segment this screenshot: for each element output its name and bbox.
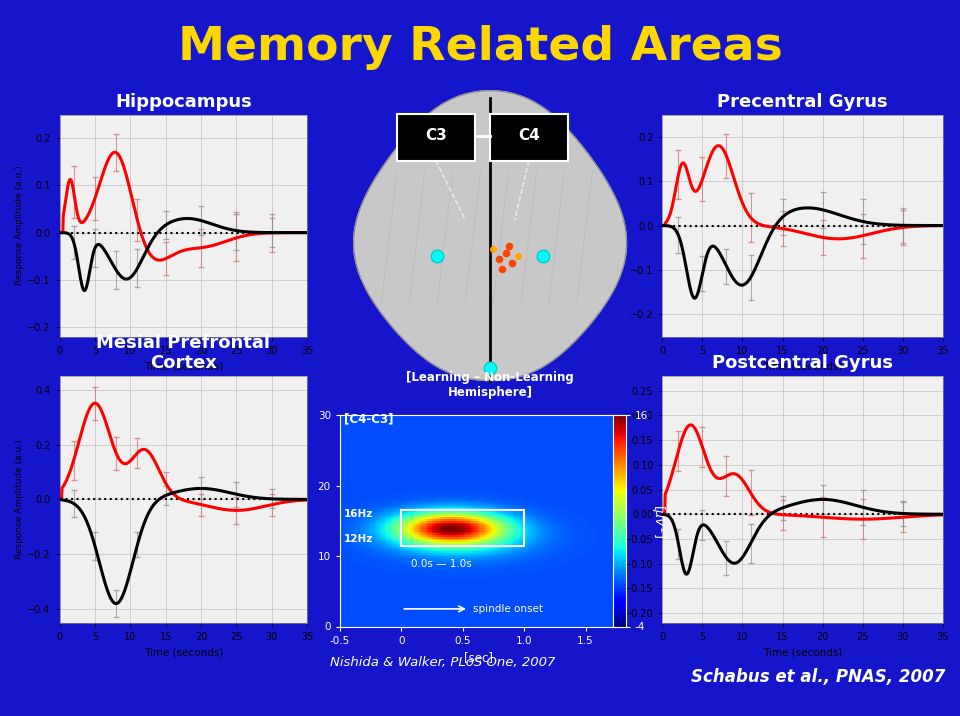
X-axis label: Time (seconds): Time (seconds)	[144, 647, 223, 657]
Bar	[401, 511, 524, 546]
Y-axis label: Response Amplitude (a.u.): Response Amplitude (a.u.)	[15, 165, 24, 286]
FancyBboxPatch shape	[490, 115, 567, 160]
FancyBboxPatch shape	[397, 115, 474, 160]
X-axis label: Time (seconds): Time (seconds)	[763, 647, 842, 657]
Text: spindle onset: spindle onset	[472, 604, 542, 614]
Text: Schabus et al., PNAS, 2007: Schabus et al., PNAS, 2007	[691, 667, 946, 686]
Text: 0.0s — 1.0s: 0.0s — 1.0s	[411, 558, 472, 569]
Y-axis label: Response Amplitude (a.u.): Response Amplitude (a.u.)	[15, 440, 24, 559]
Text: Memory Related Areas: Memory Related Areas	[178, 25, 782, 70]
X-axis label: Time (seconds): Time (seconds)	[763, 361, 842, 371]
Text: C4: C4	[518, 128, 540, 143]
Text: [$\mu V^2$]: [$\mu V^2$]	[648, 504, 667, 538]
Text: 16Hz: 16Hz	[344, 509, 372, 519]
Text: Postcentral Gyrus: Postcentral Gyrus	[712, 354, 893, 372]
Text: Nishida & Walker, PLoS One, 2007: Nishida & Walker, PLoS One, 2007	[330, 656, 556, 669]
Text: Mesial Prefrontal
Cortex: Mesial Prefrontal Cortex	[96, 334, 271, 372]
X-axis label: Time (seconds): Time (seconds)	[144, 361, 223, 371]
Text: 12Hz: 12Hz	[344, 534, 372, 544]
X-axis label: [sec]: [sec]	[464, 651, 492, 664]
Text: Hippocampus: Hippocampus	[115, 93, 252, 111]
Text: [C4-C3]: [C4-C3]	[344, 412, 393, 425]
Text: [Learning – Non-Learning
Hemisphere]: [Learning – Non-Learning Hemisphere]	[406, 372, 574, 400]
Text: Precentral Gyrus: Precentral Gyrus	[717, 93, 888, 111]
Text: C3: C3	[425, 128, 446, 143]
Polygon shape	[353, 91, 627, 380]
